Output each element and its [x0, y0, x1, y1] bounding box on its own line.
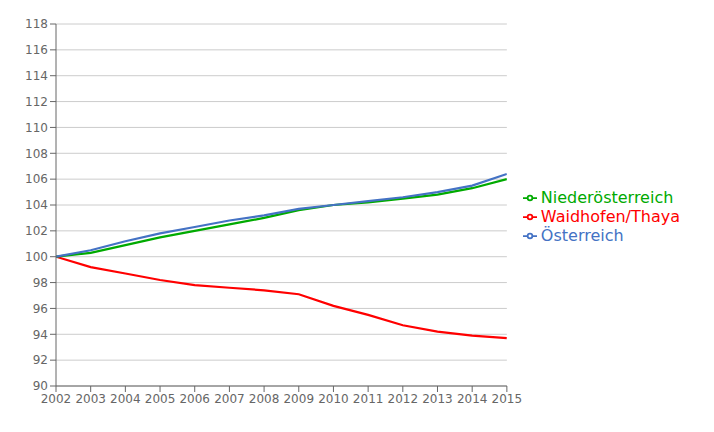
- svg-text:2014: 2014: [457, 392, 488, 406]
- svg-text:2007: 2007: [214, 392, 245, 406]
- svg-text:2006: 2006: [179, 392, 210, 406]
- svg-text:2004: 2004: [110, 392, 141, 406]
- svg-text:108: 108: [25, 147, 48, 161]
- svg-text:102: 102: [25, 224, 48, 238]
- svg-text:98: 98: [33, 276, 48, 290]
- html-text:Waidhofen/Thaya: Waidhofen/Thaya: [540, 206, 680, 226]
- svg-text:2012: 2012: [388, 392, 419, 406]
- svg-text:110: 110: [25, 121, 48, 135]
- svg-text:2008: 2008: [249, 392, 280, 406]
- svg-text:94: 94: [33, 328, 48, 342]
- svg-text:2013: 2013: [422, 392, 453, 406]
- svg-text:2009: 2009: [283, 392, 314, 406]
- svg-text:116: 116: [25, 43, 48, 57]
- svg-text:2010: 2010: [318, 392, 349, 406]
- html-text:Niederösterreich: Niederösterreich: [540, 187, 674, 207]
- svg-text:92: 92: [33, 353, 48, 367]
- svg-text:2003: 2003: [75, 392, 106, 406]
- svg-text:90: 90: [33, 379, 48, 393]
- svg-text:114: 114: [25, 69, 48, 83]
- svg-text:106: 106: [25, 172, 48, 186]
- svg-text:2015: 2015: [492, 392, 523, 406]
- svg-text:96: 96: [33, 302, 48, 316]
- svg-text:2005: 2005: [145, 392, 176, 406]
- svg-text:112: 112: [25, 95, 48, 109]
- svg-text:100: 100: [25, 250, 48, 264]
- svg-text:2002: 2002: [41, 392, 72, 406]
- svg-text:2011: 2011: [353, 392, 384, 406]
- html-text:Österreich: Österreich: [540, 225, 624, 245]
- svg-text:118: 118: [25, 17, 48, 31]
- svg-text:104: 104: [25, 198, 48, 212]
